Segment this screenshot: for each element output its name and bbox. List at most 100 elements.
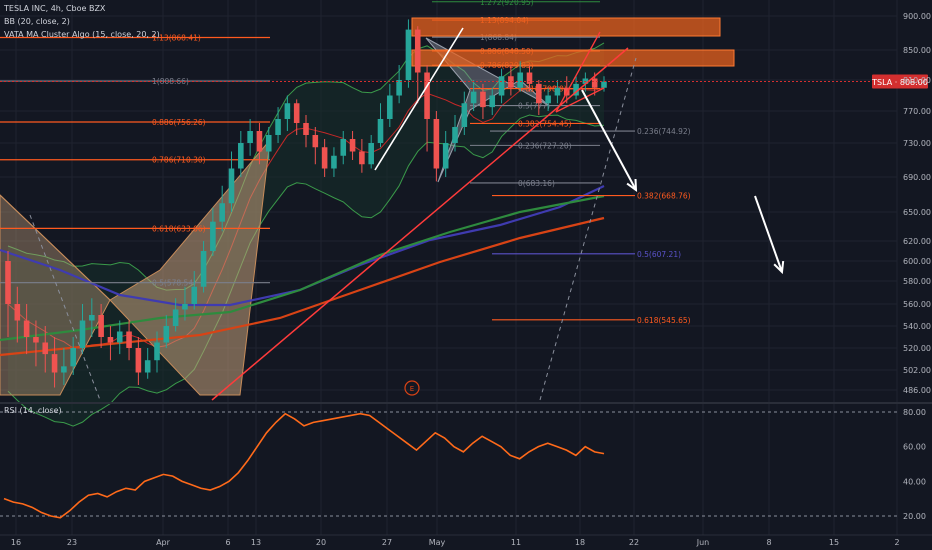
price-tick-label: 770.00 (903, 107, 931, 116)
candle-body (424, 72, 430, 119)
candle-body (265, 135, 272, 152)
price-tick-label: 600.00 (903, 257, 931, 266)
candle-body (498, 76, 505, 96)
fib-label-left: 0.618(633.06) (152, 224, 206, 233)
earnings-marker-label: E (410, 385, 414, 393)
ma-orange (0, 216, 605, 357)
price-tick-label: 540.00 (903, 322, 931, 331)
candle-body (163, 326, 170, 343)
time-tick-label: 22 (629, 538, 639, 547)
candle-body (331, 155, 337, 169)
trendline-channel-top (555, 31, 601, 113)
bb-legend: BB (20, close, 2) (4, 17, 70, 26)
candle-body (219, 203, 225, 222)
time-tick-label: 27 (382, 538, 392, 547)
candle-body (359, 151, 365, 165)
time-tick-label: 18 (575, 538, 585, 547)
candle-body (387, 95, 393, 119)
time-tick-label: 2 (894, 538, 899, 547)
trendline-channel-bot (555, 87, 605, 113)
candle-body (545, 95, 551, 104)
price-tick-label: 730.00 (903, 139, 931, 148)
bollinger-upper (7, 42, 605, 291)
time-tick-label: 11 (511, 538, 521, 547)
candle-body (5, 261, 11, 304)
price-tick-label: 810.00 (903, 76, 931, 85)
candle-body (14, 304, 21, 321)
candle-body (284, 103, 291, 119)
candle-body (480, 91, 486, 108)
candle-body (126, 331, 132, 348)
fib-label-left: 1.13(868.41) (152, 33, 201, 42)
candle-body (107, 337, 114, 343)
candle-body (79, 320, 86, 348)
time-tick-label: May (429, 538, 446, 547)
candle-body (312, 135, 319, 148)
rsi-tick-label: 60.00 (903, 443, 926, 452)
price-tick-label: 850.00 (903, 46, 931, 55)
ma-legend: VATA MA Cluster Algo (15, close, 20, 2) (4, 30, 160, 39)
candle-body (191, 286, 198, 304)
candle-body (154, 342, 160, 361)
candle-body (554, 87, 561, 96)
candle-body (228, 168, 235, 204)
time-tick-label: Apr (156, 538, 171, 547)
price-tick-label: 560.00 (903, 300, 931, 309)
fib-label-left: 0.786(710.30) (152, 156, 206, 165)
candle-body (414, 29, 421, 73)
fib-label-right: 0.618(798.9) (518, 85, 567, 94)
candle-body (526, 72, 533, 84)
time-tick-label: 15 (829, 538, 839, 547)
fib-label-right: 1.272(920.95) (480, 0, 534, 7)
candle-body (61, 366, 67, 373)
fib-label-left: 0.5(578.54) (152, 279, 196, 288)
candle-body (396, 80, 402, 96)
price-tick-label: 502.00 (903, 366, 931, 375)
price-tick-label: 900.00 (903, 12, 931, 21)
time-tick-label: 6 (225, 538, 230, 547)
candle-body (247, 131, 253, 143)
candle-body (98, 315, 104, 337)
last-price-label: TSLA · 808.00 (871, 78, 928, 87)
candle-body (144, 360, 151, 373)
time-tick-label: Jun (696, 538, 710, 547)
fib-label-right: 0.618(545.65) (637, 316, 691, 325)
candle-body (349, 139, 356, 152)
bollinger-lower (7, 114, 605, 427)
bollinger-fill (8, 42, 604, 427)
candle-body (536, 83, 542, 104)
trendline-dashed (539, 57, 637, 401)
price-tick-label: 580.00 (903, 277, 931, 286)
candle-body (508, 76, 514, 88)
fib-label-right: 0.236(727.20) (518, 141, 572, 150)
price-tick-label: 620.00 (903, 237, 931, 246)
candle-body (489, 95, 496, 108)
candle-body (182, 304, 188, 310)
time-tick-label: 20 (316, 538, 326, 547)
arrow-down-1 (581, 89, 637, 191)
candle-body (51, 354, 58, 373)
time-tick-label: 8 (766, 538, 771, 547)
rsi-tick-label: 80.00 (903, 408, 926, 417)
last-price-badge (872, 74, 928, 89)
resistance-box-upper (411, 17, 721, 37)
resistance-box-lower (411, 49, 735, 67)
candle-body (573, 83, 579, 96)
candle-body (442, 143, 449, 169)
price-tick-label: 486.00 (903, 386, 931, 395)
candle-body (470, 91, 477, 104)
candle-body (461, 103, 468, 127)
fib-label-right: 0.5(607.21) (637, 250, 681, 259)
candle-body (172, 309, 179, 326)
price-tick-label: 650.00 (903, 208, 931, 217)
ma-green (0, 194, 605, 342)
candle-body (591, 78, 598, 88)
candle-body (210, 221, 216, 251)
fib-label-right: 1(868.84) (480, 33, 517, 42)
candles (5, 19, 607, 388)
candle-body (89, 315, 95, 321)
candle-body (256, 131, 263, 152)
arrow-down-1-head (626, 178, 638, 193)
trendline-dashed-left (29, 214, 101, 401)
